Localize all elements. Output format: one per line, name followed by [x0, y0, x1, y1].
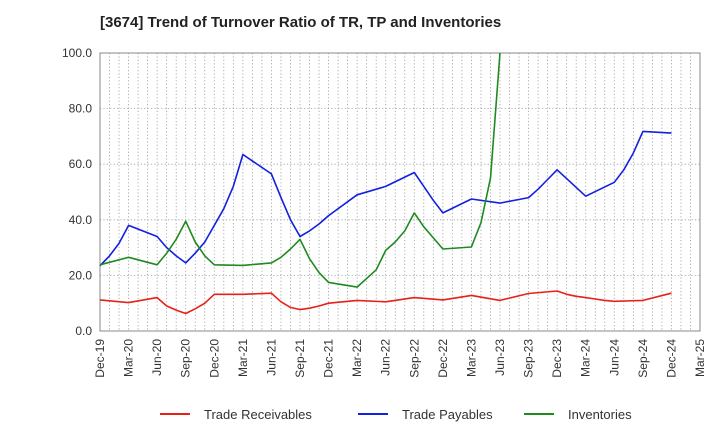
x-tick-label: Mar-25 [693, 339, 707, 377]
y-tick-label: 60.0 [69, 157, 93, 171]
x-tick-label: Mar-24 [579, 339, 593, 377]
x-tick-label: Sep-24 [636, 339, 650, 378]
legend-label: Trade Receivables [204, 407, 312, 422]
x-tick-label: Dec-24 [664, 339, 678, 378]
legend-label: Inventories [568, 407, 632, 422]
x-tick-label: Jun-24 [607, 339, 621, 376]
x-tick-label: Sep-20 [179, 339, 193, 378]
x-tick-label: Dec-19 [93, 339, 107, 378]
x-tick-label: Sep-21 [293, 339, 307, 378]
legend-label: Trade Payables [402, 407, 493, 422]
x-tick-label: Sep-23 [522, 339, 536, 378]
x-tick-label: Jun-23 [493, 339, 507, 376]
chart-title: [3674] Trend of Turnover Ratio of TR, TP… [100, 14, 502, 31]
y-tick-label: 100.0 [62, 46, 92, 60]
x-tick-label: Dec-20 [207, 339, 221, 378]
x-tick-label: Mar-20 [122, 339, 136, 377]
x-tick-label: Mar-23 [464, 339, 478, 377]
x-tick-label: Dec-22 [436, 339, 450, 378]
y-tick-label: 40.0 [69, 213, 93, 227]
y-tick-label: 20.0 [69, 268, 93, 282]
series-line-inventories [99, 52, 501, 288]
plot-area [99, 52, 701, 332]
x-tick-label: Jun-20 [150, 339, 164, 376]
y-tick-label: 0.0 [75, 324, 92, 338]
x-tick-label: Mar-21 [236, 339, 250, 377]
y-tick-label: 80.0 [69, 102, 93, 116]
x-tick-label: Sep-22 [407, 339, 421, 378]
x-tick-label: Dec-23 [550, 339, 564, 378]
x-tick-label: Jun-21 [264, 339, 278, 376]
x-tick-label: Dec-21 [322, 339, 336, 378]
series-line-trade-receivables [99, 290, 672, 315]
x-tick-label: Mar-22 [350, 339, 364, 377]
series-line-trade-payables [99, 130, 672, 267]
x-tick-label: Jun-22 [379, 339, 393, 376]
